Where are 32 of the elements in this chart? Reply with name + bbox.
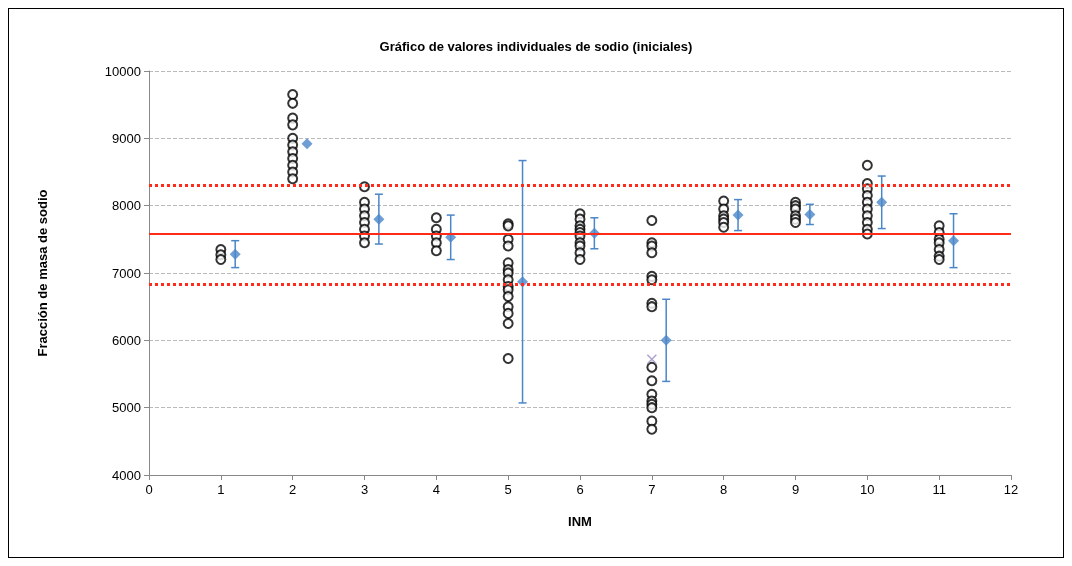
chart-title: Gráfico de valores individuales de sodio (iniciales) — [379, 39, 693, 54]
point — [804, 208, 816, 220]
point — [732, 209, 744, 221]
x-tick-label: 2 — [289, 482, 297, 497]
x-axis-title: INM — [568, 514, 592, 529]
y-tick-label: 8000 — [112, 198, 141, 214]
point — [301, 138, 313, 150]
x-tick-label: 12 — [1003, 482, 1019, 497]
x-tick-label: 3 — [360, 482, 369, 497]
y-tick-label: 9000 — [112, 130, 141, 146]
x-tick-label: 4 — [432, 482, 440, 497]
y-tick-label: 10000 — [104, 63, 141, 79]
x-tick-label: 6 — [576, 482, 584, 497]
x-tick-label: 1 — [217, 482, 225, 497]
y-tick-label: 4000 — [112, 467, 141, 483]
x-tick-label: 5 — [504, 482, 512, 497]
point — [646, 353, 658, 365]
x-tick-label: 11 — [932, 482, 946, 497]
x-tick-label: 10 — [860, 482, 875, 497]
y-tick-label: 5000 — [112, 400, 141, 416]
x-tick-label: 8 — [720, 482, 728, 497]
point — [373, 213, 385, 225]
x-tick-label: 0 — [145, 482, 153, 497]
point — [948, 235, 960, 247]
y-tick-label: 6000 — [112, 332, 141, 348]
point — [660, 334, 672, 346]
x-tick-label: 7 — [648, 482, 656, 497]
x-tick-label: 9 — [791, 482, 800, 497]
y-axis-title: Fracción de masa de sodio — [35, 189, 50, 357]
point — [876, 196, 888, 208]
y-tick-label: 7000 — [112, 265, 141, 281]
point — [229, 248, 241, 260]
